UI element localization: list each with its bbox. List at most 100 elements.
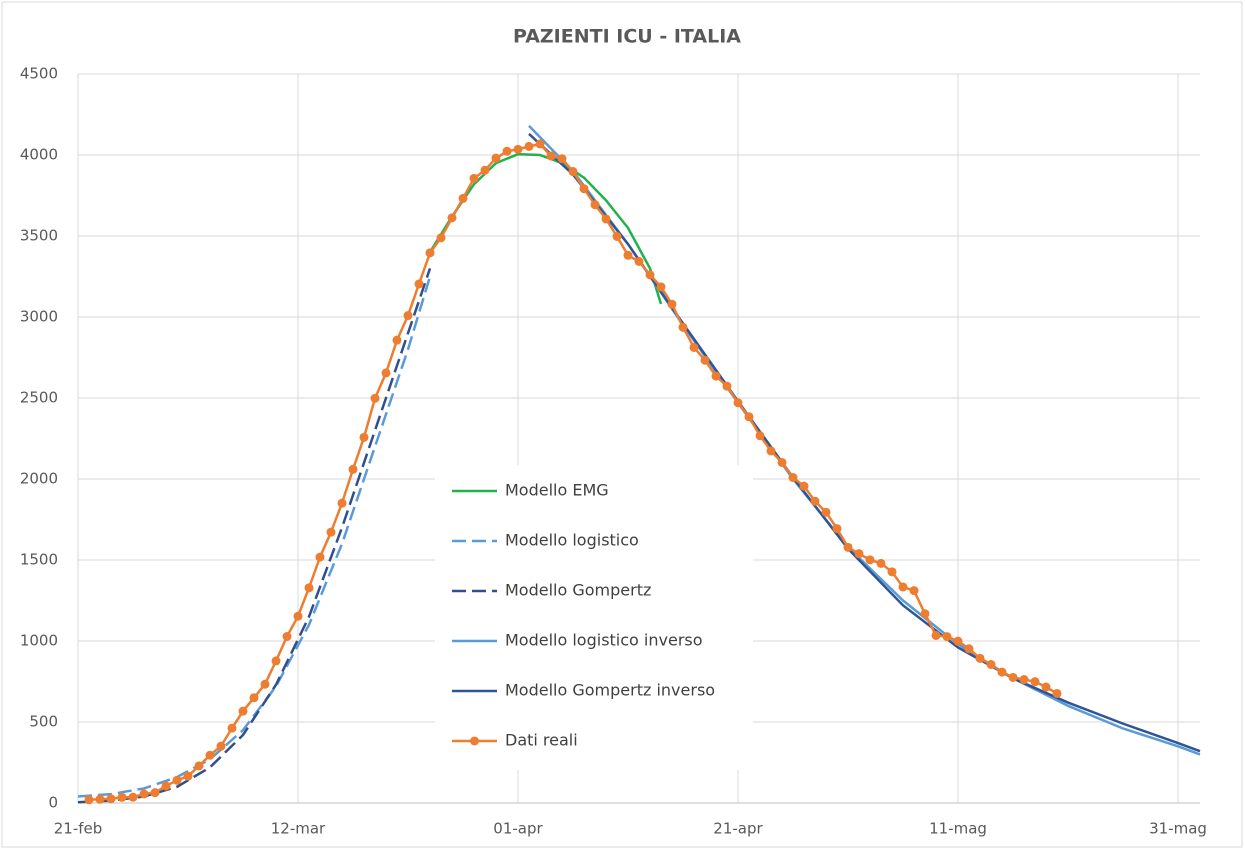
y-tick-label: 3000 (20, 308, 58, 326)
data-point (909, 586, 919, 596)
x-tick-label: 01-apr (493, 820, 543, 838)
data-point (920, 609, 930, 619)
data-point (524, 141, 534, 151)
legend-label: Modello logistico inverso (505, 631, 703, 650)
data-point (183, 771, 193, 781)
data-point (865, 555, 875, 565)
y-tick-label: 4500 (20, 65, 58, 83)
data-point (249, 693, 259, 703)
data-point (975, 653, 985, 663)
data-point (84, 795, 94, 805)
data-point (1019, 675, 1029, 685)
x-tick-label: 21-apr (713, 820, 763, 838)
data-point (436, 233, 446, 243)
data-point (612, 231, 622, 241)
data-point (447, 213, 457, 223)
data-point (480, 165, 490, 175)
legend-marker (470, 736, 479, 746)
data-point (491, 153, 501, 163)
data-point (315, 552, 325, 562)
chart-title: PAZIENTI ICU - ITALIA (513, 26, 741, 48)
data-point (854, 549, 864, 559)
data-point (502, 146, 512, 156)
data-point (1041, 682, 1051, 692)
y-tick-label: 1500 (20, 551, 58, 569)
legend-label: Modello EMG (505, 481, 609, 500)
data-point (667, 299, 677, 309)
data-point (381, 368, 391, 378)
data-point (557, 154, 567, 164)
data-point (997, 667, 1007, 677)
data-point (414, 279, 424, 289)
data-point (458, 193, 468, 203)
data-point (139, 789, 149, 799)
data-point (590, 200, 600, 210)
data-point (271, 656, 281, 666)
data-point (216, 741, 226, 751)
data-point (513, 144, 523, 154)
data-point (601, 214, 611, 224)
data-point (161, 781, 171, 791)
data-point (535, 139, 545, 149)
data-point (953, 636, 963, 646)
data-point (117, 792, 127, 802)
y-tick-label: 1000 (20, 632, 58, 650)
data-point (425, 248, 435, 258)
data-point (722, 381, 732, 391)
data-point (403, 311, 413, 321)
data-point (678, 322, 688, 332)
data-point (370, 393, 380, 403)
data-point (832, 524, 842, 534)
data-point (964, 644, 974, 654)
y-tick-label: 0 (48, 794, 58, 812)
legend-label: Modello logistico (505, 531, 639, 550)
series-line (77, 276, 432, 798)
data-point (205, 750, 215, 760)
y-tick-label: 2500 (20, 389, 58, 407)
legend-label: Modello Gompertz (505, 581, 651, 600)
y-tick-label: 4000 (20, 146, 58, 164)
data-point (777, 457, 787, 467)
data-point (733, 398, 743, 408)
data-point (579, 184, 589, 194)
data-point (337, 498, 347, 508)
legend-label: Modello Gompertz inverso (505, 681, 715, 700)
data-point (700, 355, 710, 365)
data-point (876, 558, 886, 568)
data-point (392, 335, 402, 345)
x-tick-label: 31-mag (1149, 820, 1207, 838)
data-point (656, 282, 666, 292)
data-point (711, 371, 721, 381)
legend-box (435, 465, 753, 770)
data-point (304, 583, 314, 593)
data-point (106, 794, 116, 804)
data-point (942, 632, 952, 642)
x-tick-label: 21-feb (54, 820, 103, 838)
data-point (744, 412, 754, 422)
y-tick-label: 3500 (20, 227, 58, 245)
x-tick-label: 11-mag (929, 820, 987, 838)
y-tick-label: 2000 (20, 470, 58, 488)
data-point (623, 250, 633, 260)
data-point (128, 792, 138, 802)
data-point (766, 446, 776, 456)
data-point (755, 431, 765, 441)
data-point (634, 256, 644, 266)
data-point (260, 679, 270, 689)
data-point (821, 507, 831, 517)
data-point (843, 542, 853, 552)
data-point (1008, 672, 1018, 682)
data-point (568, 167, 578, 177)
data-point (227, 723, 237, 733)
data-point (788, 473, 798, 483)
data-point (810, 496, 820, 506)
data-point (898, 582, 908, 592)
data-point (359, 432, 369, 442)
data-point (238, 706, 248, 716)
data-point (326, 527, 336, 537)
data-point (469, 173, 479, 183)
data-point (887, 567, 897, 577)
legend-label: Dati reali (505, 731, 578, 750)
data-point (348, 464, 358, 474)
